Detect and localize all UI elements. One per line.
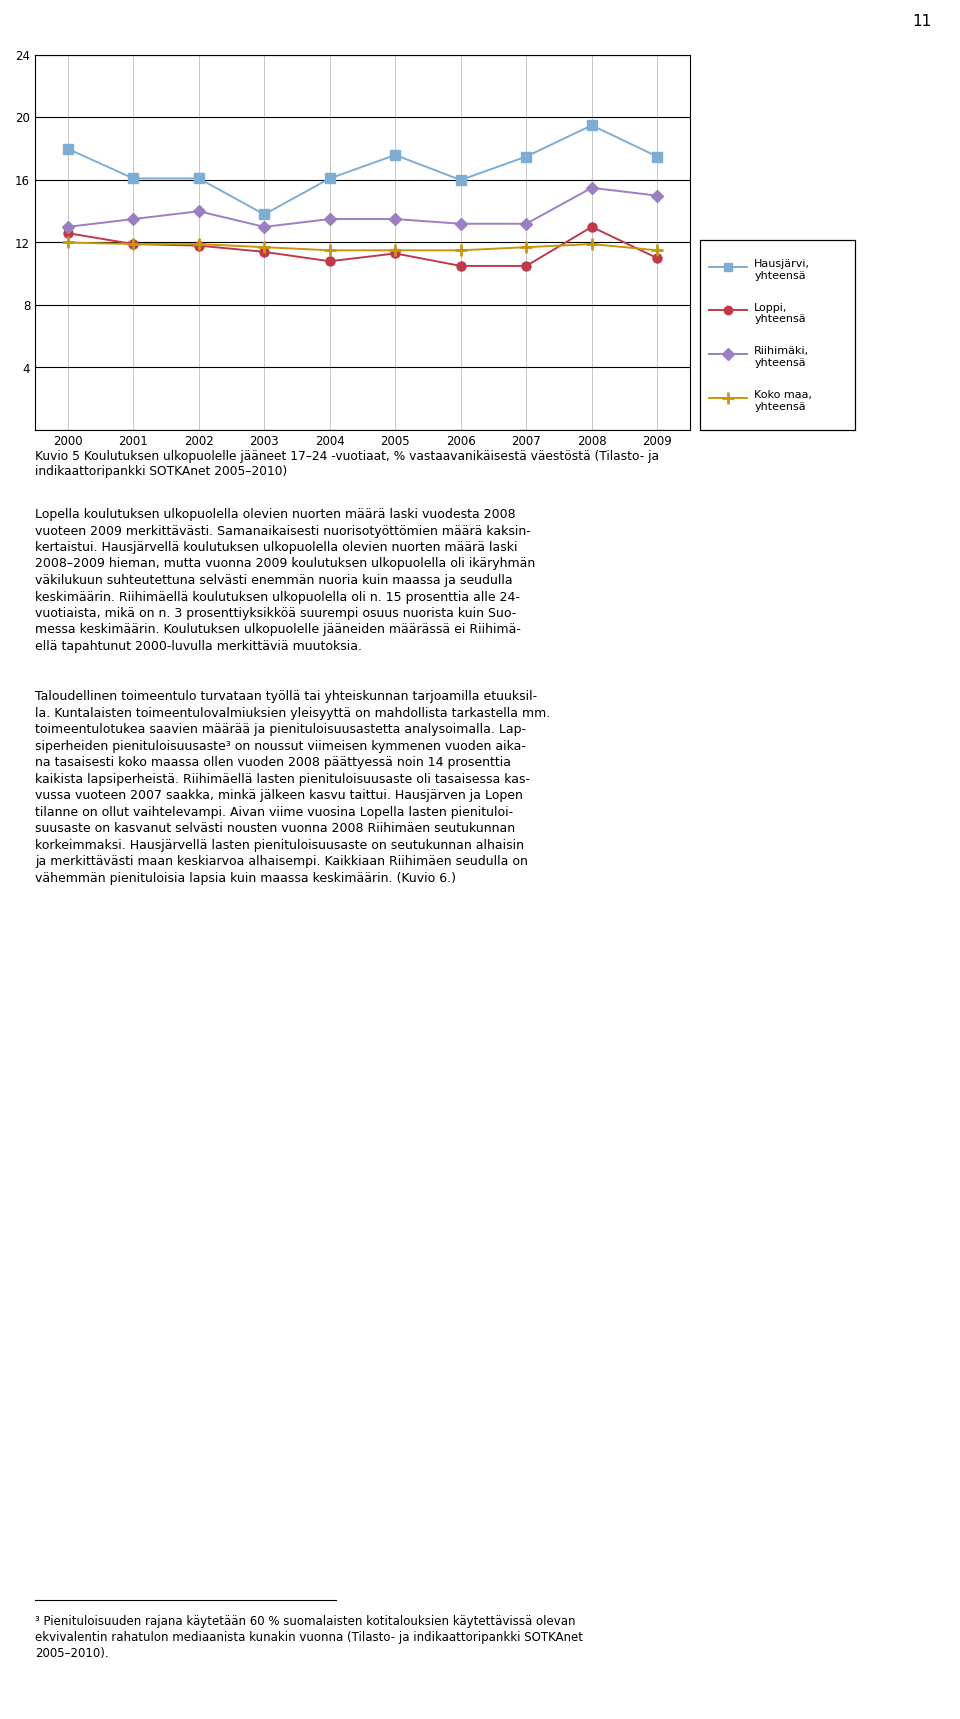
Text: Lopella koulutuksen ulkopuolella olevien nuorten määrä laski vuodesta 2008
vuote: Lopella koulutuksen ulkopuolella olevien… xyxy=(35,509,536,653)
Text: Kuvio 5 Koulutuksen ulkopuolelle jääneet 17–24 -vuotiaat, % vastaavanikäisestä v: Kuvio 5 Koulutuksen ulkopuolelle jääneet… xyxy=(35,450,659,478)
Text: Riihimäki,
yhteensä: Riihimäki, yhteensä xyxy=(755,347,809,368)
Text: Loppi,
yhteensä: Loppi, yhteensä xyxy=(755,303,805,325)
Text: 11: 11 xyxy=(912,14,931,29)
Text: ³ Pienituloisuuden rajana käytetään 60 % suomalaisten kotitalouksien käytettävis: ³ Pienituloisuuden rajana käytetään 60 %… xyxy=(35,1614,583,1661)
Text: Koko maa,
yhteensä: Koko maa, yhteensä xyxy=(755,390,812,411)
Text: Taloudellinen toimeentulo turvataan työllä tai yhteiskunnan tarjoamilla etuuksil: Taloudellinen toimeentulo turvataan työl… xyxy=(35,689,550,885)
Text: Hausjärvi,
yhteensä: Hausjärvi, yhteensä xyxy=(755,260,810,280)
